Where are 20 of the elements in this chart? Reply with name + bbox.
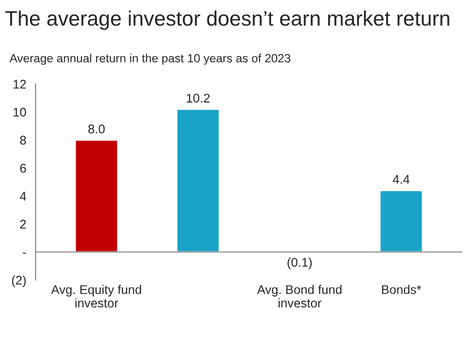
data-label: (0.1) xyxy=(288,258,312,270)
data-label: 8.0 xyxy=(88,124,105,134)
y-tick-label: (2) xyxy=(12,275,26,288)
y-tick-label: 6 xyxy=(20,164,26,173)
chart-subtitle: Average annual return in the past 10 years as of 2023 xyxy=(10,54,290,65)
bar xyxy=(176,108,220,253)
bar xyxy=(74,139,119,253)
chart-title: The average investor doesn’t earn market return xyxy=(5,10,450,30)
x-tick-label: Avg. Bond fund investor xyxy=(257,284,342,308)
y-tick-label: 10 xyxy=(14,108,26,117)
data-label: 4.4 xyxy=(392,175,410,184)
y-tick-label: - xyxy=(22,252,26,254)
data-label: 10.2 xyxy=(186,94,210,103)
y-tick-label: 8 xyxy=(20,136,26,145)
x-tick-label: Avg. Equity fund investor xyxy=(51,284,142,308)
y-tick-label: 12 xyxy=(14,80,26,89)
y-tick-label: 4 xyxy=(20,192,26,201)
y-tick-label: 2 xyxy=(20,220,26,229)
x-tick-label: Bonds* xyxy=(382,284,422,294)
bar xyxy=(379,190,424,253)
